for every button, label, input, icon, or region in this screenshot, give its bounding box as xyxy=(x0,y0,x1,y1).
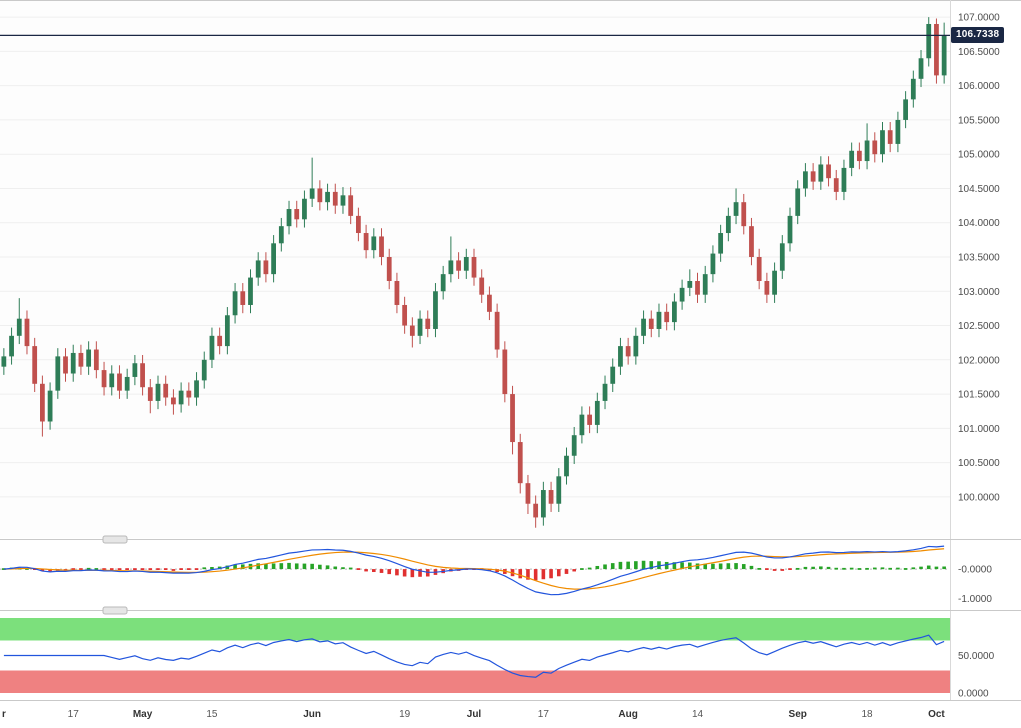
rsi-oversold-band xyxy=(0,670,950,693)
time-axis-label: 18 xyxy=(862,709,874,720)
rsi-line xyxy=(3,634,945,678)
time-axis-label: Aug xyxy=(618,709,637,720)
macd-axis-label: -0.0000 xyxy=(958,565,992,576)
rsi-line-group xyxy=(3,634,945,678)
price-axis-label: 105.0000 xyxy=(958,150,1000,161)
current-price-label: 106.7338 xyxy=(956,29,1000,41)
time-axis-label: 17 xyxy=(538,709,550,720)
time-axis-label: 15 xyxy=(206,709,218,720)
price-axis-label: 103.5000 xyxy=(958,253,1000,264)
time-axis-label: Sep xyxy=(789,709,807,720)
rsi-axis-label: 50.0000 xyxy=(958,651,995,662)
time-axis-label: Jul xyxy=(467,709,482,720)
price-axis-label: 107.0000 xyxy=(958,13,1000,24)
time-axis-label: May xyxy=(133,709,153,720)
price-axis-label: 103.0000 xyxy=(958,287,1000,298)
price-axis-label: 101.0000 xyxy=(958,424,1000,435)
price-axis-label: 102.0000 xyxy=(958,355,1000,366)
time-axis-label: Jun xyxy=(303,709,321,720)
rsi-overbought-band xyxy=(0,618,950,641)
time-axis-label: 17 xyxy=(68,709,80,720)
panel-resize-handle[interactable] xyxy=(102,535,128,544)
panel-resize-handle[interactable] xyxy=(102,606,128,615)
rsi-axis-label: 0.0000 xyxy=(958,689,989,700)
candlestick-series xyxy=(1,17,947,528)
price-axis-label: 104.5000 xyxy=(958,184,1000,195)
time-axis-label: Oct xyxy=(928,709,945,720)
price-axis-label: 106.5000 xyxy=(958,47,1000,58)
price-axis[interactable] xyxy=(950,0,1021,700)
price-axis-label: 100.0000 xyxy=(958,492,1000,503)
price-axis-label: 106.0000 xyxy=(958,81,1000,92)
current-price-badge: 106.7338 xyxy=(951,27,1005,44)
price-gridlines: 107.0000 106.5000 106.0000 105.5000 105.0000… xyxy=(0,13,1000,503)
time-axis-label: 14 xyxy=(692,709,704,720)
time-axis[interactable] xyxy=(0,700,1021,728)
price-axis-label: 105.5000 xyxy=(958,115,1000,126)
price-axis-label: 100.5000 xyxy=(958,458,1000,469)
macd-panel[interactable] xyxy=(0,541,950,609)
time-axis-label: 19 xyxy=(399,709,411,720)
time-axis-label: r xyxy=(2,709,6,720)
time-axis-labels: r 17 May 15 Jun 19 Jul 17 Aug 14 Sep 18 Oct xyxy=(2,709,945,720)
price-axis-label: 104.0000 xyxy=(958,218,1000,229)
macd-lines xyxy=(3,545,945,596)
price-axis-label: 101.5000 xyxy=(958,390,1000,401)
macd-axis-label: -1.0000 xyxy=(958,594,992,605)
macd-line xyxy=(3,545,945,596)
price-axis-label: 102.5000 xyxy=(958,321,1000,332)
